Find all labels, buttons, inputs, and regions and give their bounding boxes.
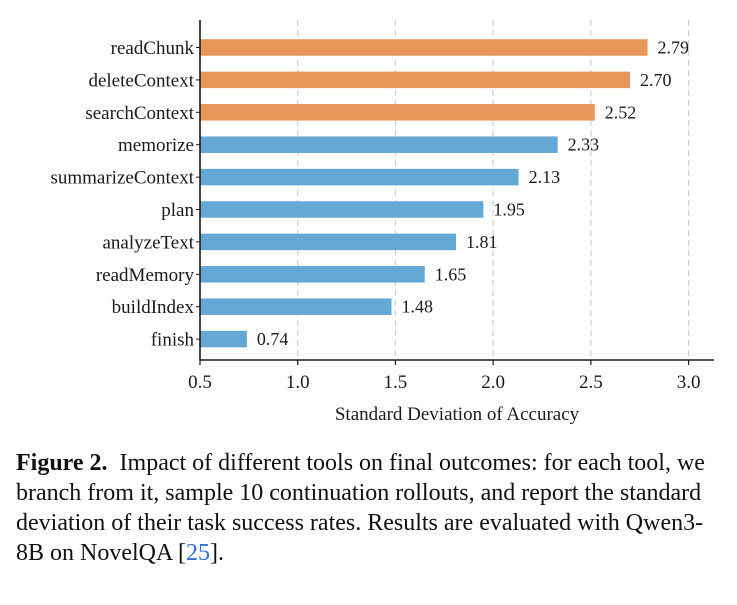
axes: readChunk deleteContext searchContext memor… [50,20,714,393]
category-label: plan [161,200,194,221]
x-tick-label: 3.0 [677,372,701,393]
value-label: 2.52 [605,102,637,122]
x-tick-label: 2.0 [481,372,505,393]
bar-finish [200,330,247,348]
bar-searchContext [200,104,595,121]
bars: 2.79 2.702.522.33 2.131.95 1.81 1.651.48 0.74 [200,38,690,349]
bar-memorize [200,136,558,153]
value-label: 1.65 [435,264,467,284]
category-label: finish [151,330,195,351]
bar-readChunk [200,39,648,56]
x-tick-label: 2.5 [579,372,603,393]
value-label: 2.79 [658,38,690,58]
x-tick-label: 1.5 [384,372,408,393]
x-axis-title: Standard Deviation of Accuracy [335,404,580,425]
category-label: searchContext [85,103,194,124]
value-label: 2.33 [568,135,600,155]
category-label: buildIndex [112,297,195,318]
bar-plan [200,201,484,218]
category-label: summarizeContext [50,168,194,189]
caption-text: Impact of different tools on final outco… [16,450,705,566]
category-label: readChunk [111,38,195,59]
category-label: readMemory [96,265,195,286]
value-label: 1.48 [402,297,434,317]
figure-label: Figure 2. [16,450,108,476]
citation-link[interactable]: 25 [186,540,210,566]
bar-summarizeContext [200,168,519,186]
value-label: 2.13 [529,167,561,187]
value-label: 1.95 [493,200,525,220]
bar-analyzeText [200,233,457,251]
bar-readMemory [200,266,425,283]
bar-buildIndex [200,298,392,315]
value-label: 2.70 [640,70,672,90]
caption-text-end: ]. [210,540,224,566]
bar-chart: 2.79 2.702.522.33 2.131.95 1.81 1.651.48 0.74… [50,20,714,425]
category-label: memorize [118,135,194,156]
value-label: 0.74 [257,329,289,349]
figure-caption: Figure 2. Impact of different tools on f… [16,448,728,568]
category-label: analyzeText [102,232,194,253]
value-label: 1.81 [466,232,498,252]
category-label: deleteContext [88,70,194,91]
x-tick-label: 1.0 [286,372,310,393]
x-tick-label: 0.5 [188,372,212,393]
bar-deleteContext [200,71,630,89]
